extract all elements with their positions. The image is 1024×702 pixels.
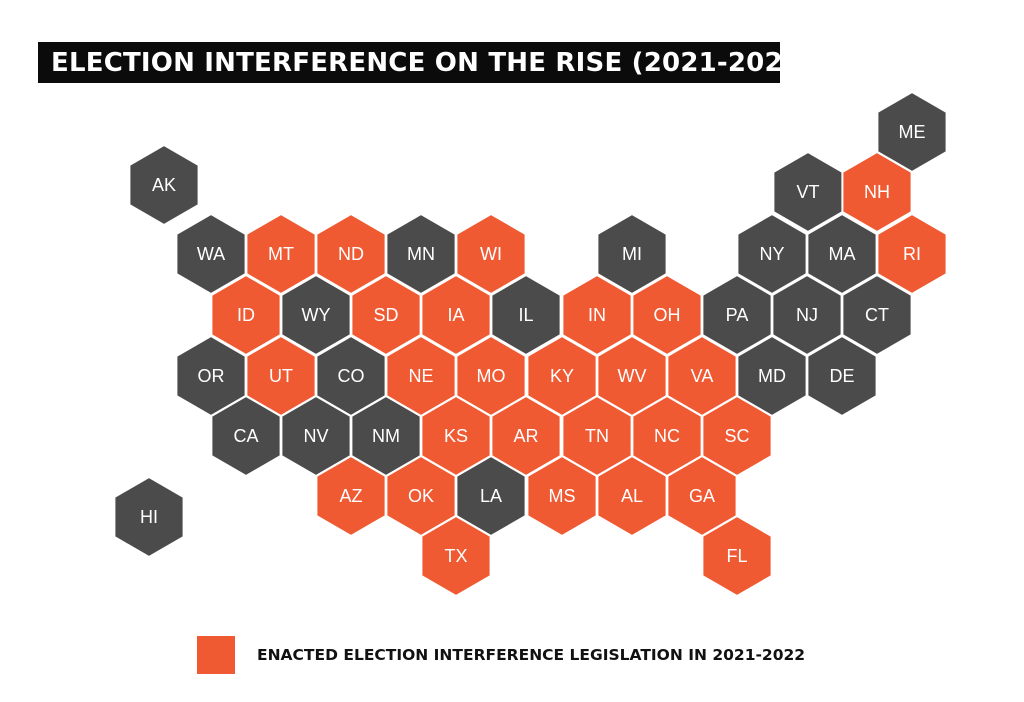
state-hex-shape — [596, 212, 668, 296]
legend-label: ENACTED ELECTION INTERFERENCE LEGISLATIO… — [257, 646, 806, 664]
legend-swatch-enacted — [197, 636, 235, 674]
state-hex-shape — [806, 334, 878, 418]
state-hex-shape — [490, 273, 562, 357]
state-hex-shape — [420, 514, 492, 598]
state-hex-shape — [841, 150, 913, 234]
state-hex-ak: AK — [128, 143, 200, 227]
state-hex-shape — [113, 475, 185, 559]
state-hex-hi: HI — [113, 475, 185, 559]
state-hex-shape — [128, 143, 200, 227]
map-title: ELECTION INTERFERENCE ON THE RISE (2021-… — [51, 47, 814, 78]
map-title-box: ELECTION INTERFERENCE ON THE RISE (2021-… — [38, 42, 813, 83]
legend: ENACTED ELECTION INTERFERENCE LEGISLATIO… — [197, 636, 805, 674]
state-hex-shape — [701, 514, 773, 598]
state-hex-shape — [455, 212, 527, 296]
state-hex-shape — [876, 212, 948, 296]
state-hex-shape — [841, 273, 913, 357]
